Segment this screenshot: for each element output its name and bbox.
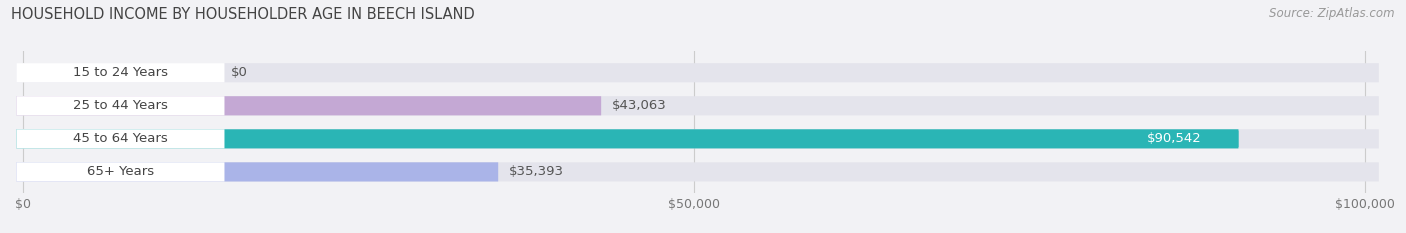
FancyBboxPatch shape: [17, 129, 1379, 148]
FancyBboxPatch shape: [17, 96, 602, 115]
FancyBboxPatch shape: [1111, 131, 1239, 147]
FancyBboxPatch shape: [17, 129, 225, 148]
FancyBboxPatch shape: [17, 162, 1379, 182]
Text: HOUSEHOLD INCOME BY HOUSEHOLDER AGE IN BEECH ISLAND: HOUSEHOLD INCOME BY HOUSEHOLDER AGE IN B…: [11, 7, 475, 22]
FancyBboxPatch shape: [17, 63, 1379, 82]
Text: Source: ZipAtlas.com: Source: ZipAtlas.com: [1270, 7, 1395, 20]
Text: $0: $0: [231, 66, 247, 79]
Text: 65+ Years: 65+ Years: [87, 165, 155, 178]
Text: 25 to 44 Years: 25 to 44 Years: [73, 99, 167, 112]
FancyBboxPatch shape: [17, 129, 1239, 148]
FancyBboxPatch shape: [17, 162, 225, 182]
Text: 45 to 64 Years: 45 to 64 Years: [73, 132, 167, 145]
Text: $35,393: $35,393: [509, 165, 564, 178]
FancyBboxPatch shape: [17, 96, 1379, 115]
FancyBboxPatch shape: [17, 162, 498, 182]
FancyBboxPatch shape: [17, 96, 225, 115]
Text: $43,063: $43,063: [612, 99, 666, 112]
FancyBboxPatch shape: [17, 63, 225, 82]
Text: 15 to 24 Years: 15 to 24 Years: [73, 66, 167, 79]
Text: $90,542: $90,542: [1147, 132, 1202, 145]
